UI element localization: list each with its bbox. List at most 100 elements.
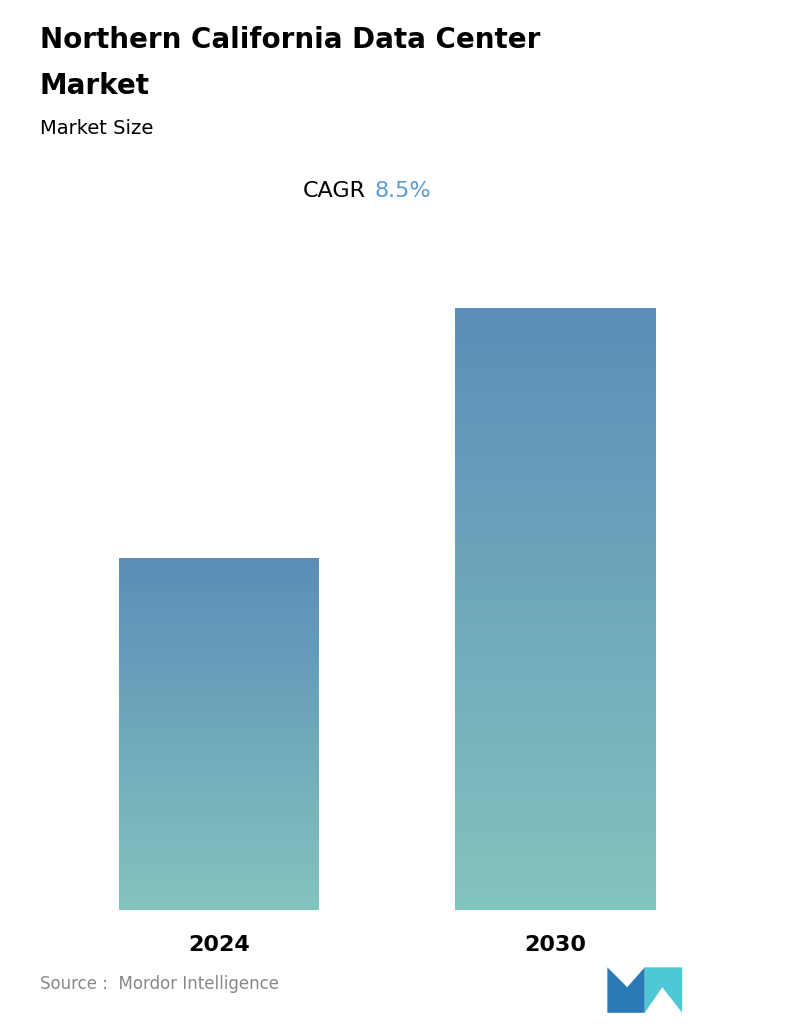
Bar [119, 813, 319, 814]
Bar [455, 656, 656, 658]
Bar [455, 844, 656, 846]
Bar [455, 906, 656, 908]
Bar [119, 701, 319, 702]
Bar [455, 780, 656, 782]
Bar [455, 425, 656, 427]
Bar [119, 842, 319, 843]
Bar [455, 824, 656, 826]
Bar [455, 310, 656, 312]
Bar [455, 493, 656, 495]
Bar [455, 415, 656, 417]
Bar [119, 843, 319, 845]
Bar [119, 841, 319, 842]
Bar [455, 767, 656, 769]
Bar [455, 372, 656, 374]
Bar [119, 790, 319, 792]
Bar [455, 763, 656, 765]
Bar [455, 470, 656, 473]
Bar [119, 610, 319, 611]
Bar [455, 748, 656, 750]
Bar [119, 679, 319, 680]
Bar [119, 626, 319, 627]
Bar [455, 483, 656, 485]
Bar [119, 700, 319, 701]
Bar [119, 898, 319, 899]
Bar [119, 780, 319, 781]
Bar [455, 831, 656, 833]
Bar [119, 604, 319, 605]
Bar [119, 635, 319, 636]
Bar [455, 561, 656, 564]
Bar [455, 497, 656, 498]
Bar [119, 778, 319, 779]
Bar [119, 901, 319, 902]
Bar [455, 760, 656, 761]
Bar [455, 402, 656, 404]
Bar [119, 570, 319, 571]
Bar [119, 681, 319, 682]
Bar [455, 487, 656, 489]
Bar [455, 833, 656, 835]
Bar [455, 615, 656, 617]
Bar [119, 723, 319, 724]
Bar [455, 858, 656, 860]
Bar [119, 823, 319, 824]
Bar [455, 890, 656, 892]
Bar [119, 870, 319, 872]
Bar [119, 629, 319, 630]
Bar [455, 505, 656, 507]
Bar [119, 759, 319, 760]
Bar [119, 736, 319, 737]
Bar [455, 773, 656, 776]
Bar [455, 436, 656, 438]
Bar [455, 790, 656, 792]
Bar [119, 839, 319, 840]
Bar [119, 594, 319, 595]
Bar [119, 666, 319, 667]
Bar [119, 815, 319, 816]
Bar [455, 530, 656, 533]
Bar [455, 385, 656, 387]
Bar [455, 812, 656, 814]
Bar [455, 662, 656, 663]
Bar [119, 683, 319, 685]
Bar [119, 577, 319, 578]
Bar [119, 741, 319, 742]
Bar [455, 366, 656, 368]
Bar [455, 852, 656, 854]
Bar [455, 571, 656, 573]
Bar [119, 586, 319, 587]
Bar [119, 574, 319, 575]
Bar [455, 591, 656, 594]
Bar [455, 716, 656, 718]
Bar [455, 601, 656, 603]
Bar [119, 777, 319, 778]
Bar [119, 653, 319, 655]
Bar [455, 842, 656, 844]
Bar [119, 710, 319, 711]
Bar [455, 874, 656, 876]
Bar [119, 808, 319, 810]
Bar [455, 447, 656, 449]
Bar [119, 566, 319, 567]
Bar [455, 822, 656, 824]
Bar [119, 753, 319, 754]
Bar [119, 597, 319, 599]
Bar [119, 613, 319, 614]
Text: Market: Market [40, 72, 150, 100]
Bar [455, 587, 656, 589]
Bar [455, 803, 656, 805]
Bar [455, 599, 656, 601]
Bar [455, 451, 656, 453]
Bar [119, 860, 319, 862]
Bar [455, 876, 656, 878]
Bar [119, 801, 319, 802]
Bar [455, 868, 656, 870]
Bar [455, 878, 656, 880]
Bar [455, 647, 656, 649]
Bar [119, 600, 319, 601]
Bar [455, 481, 656, 483]
Bar [119, 833, 319, 834]
Bar [119, 772, 319, 774]
Bar [119, 900, 319, 901]
